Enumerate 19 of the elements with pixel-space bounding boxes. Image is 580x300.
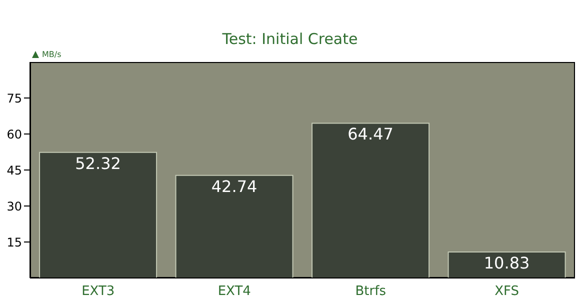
y-tick-label: 30 [6,199,22,214]
y-tick-label: 75 [6,91,22,106]
y-axis-title: MB/s [42,50,62,59]
data-label: 10.83 [484,253,530,272]
y-tick-label: 60 [6,127,22,142]
chart-subtitle: Test: Initial Create [221,30,359,48]
data-label: 42.74 [211,176,258,196]
bar [448,252,566,278]
x-tick-label: XFS [494,284,520,300]
bar [175,174,294,278]
x-tick-label: EXT4 [218,284,251,300]
y-tick-label: 45 [6,163,22,178]
x-tick-label: EXT3 [82,284,115,300]
data-label: 52.32 [75,154,121,173]
bar [312,122,430,278]
data-label: 64.47 [348,124,394,144]
bar [39,152,158,278]
x-tick-label: Btrfs [355,284,386,300]
y-tick-label: 15 [6,235,22,250]
